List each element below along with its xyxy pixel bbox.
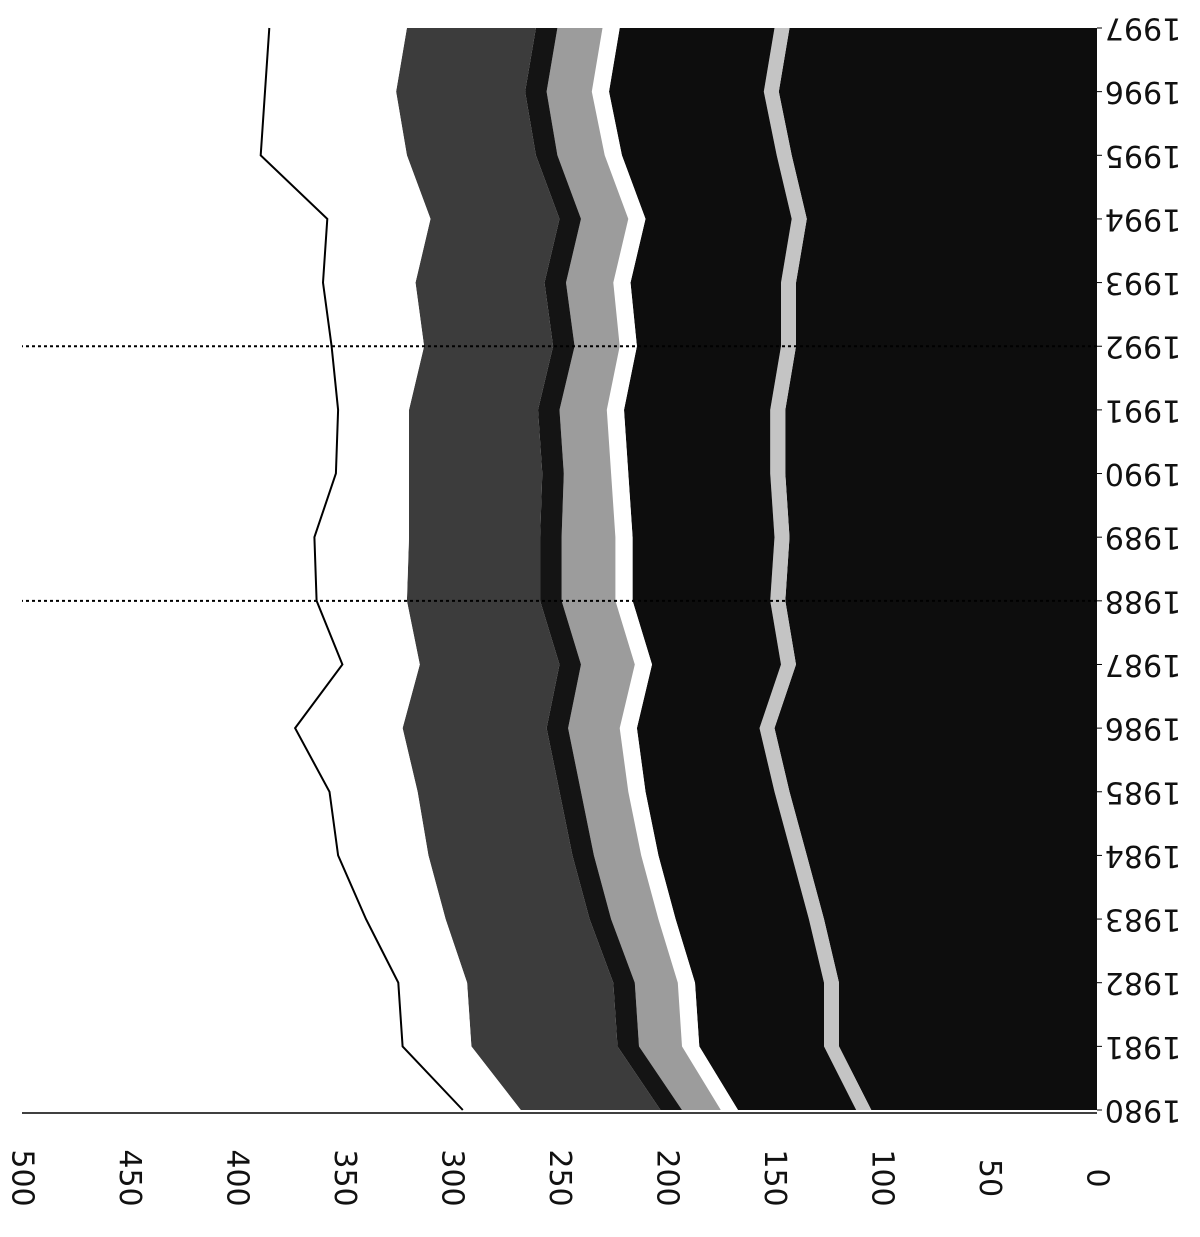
x-tick-label: 1992 xyxy=(1105,329,1181,364)
area-series-4 xyxy=(591,28,738,1110)
x-tick-label: 1981 xyxy=(1105,1029,1181,1064)
area-series-3 xyxy=(609,28,857,1110)
area-series-1 xyxy=(774,28,1097,1110)
area-series-7 xyxy=(396,28,661,1110)
y-tick-label: 500 xyxy=(5,1149,40,1206)
x-tick-label: 1984 xyxy=(1105,838,1181,873)
y-tick-label: 400 xyxy=(220,1149,255,1206)
y-tick-label: 250 xyxy=(542,1149,577,1206)
x-tick-label: 1988 xyxy=(1105,583,1181,618)
y-tick-label: 450 xyxy=(112,1149,147,1206)
y-tick-label: 300 xyxy=(435,1149,470,1206)
area-series-5 xyxy=(546,28,721,1110)
y-tick-label: 150 xyxy=(757,1149,792,1206)
y-tick-label: 100 xyxy=(865,1149,900,1206)
series-8-outline xyxy=(259,27,464,1111)
x-tick-label: 1994 xyxy=(1105,201,1181,236)
y-tick-label: 350 xyxy=(327,1149,362,1206)
x-tick-label: 1987 xyxy=(1105,647,1181,682)
x-tick-label: 1993 xyxy=(1105,265,1181,300)
x-tick-label: 1997 xyxy=(1105,11,1181,46)
x-tick-label: 1980 xyxy=(1105,1093,1181,1128)
x-tick-label: 1989 xyxy=(1105,520,1181,555)
x-tick-label: 1986 xyxy=(1105,711,1181,746)
x-tick-label: 1995 xyxy=(1105,138,1181,173)
x-tick-label: 1985 xyxy=(1105,774,1181,809)
y-tick-label: 0 xyxy=(1080,1168,1115,1187)
x-tick-label: 1990 xyxy=(1105,456,1181,491)
x-tick-label: 1991 xyxy=(1105,392,1181,427)
area-series-6 xyxy=(525,28,682,1110)
area-series-2 xyxy=(759,28,872,1110)
y-tick-label: 50 xyxy=(972,1159,1007,1197)
x-tick-label: 1982 xyxy=(1105,965,1181,1000)
x-tick-label: 1996 xyxy=(1105,74,1181,109)
y-tick-label: 200 xyxy=(650,1149,685,1206)
x-tick-label: 1983 xyxy=(1105,902,1181,937)
